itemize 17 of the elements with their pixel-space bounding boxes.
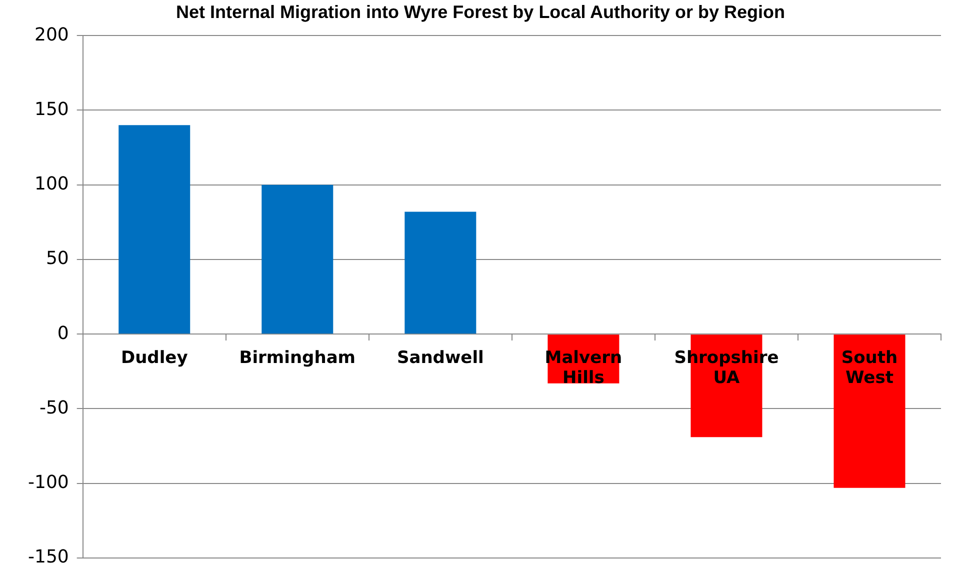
x-tick-label: Dudley [120, 348, 188, 368]
bar [834, 334, 906, 488]
y-tick-label: -50 [39, 397, 69, 418]
bar [262, 184, 334, 334]
y-tick-label: 200 [34, 24, 69, 46]
bar [118, 125, 190, 334]
bar [404, 212, 476, 334]
y-tick-label: -100 [28, 472, 69, 494]
y-tick-label: -150 [28, 546, 69, 568]
y-tick-label: 50 [46, 248, 69, 270]
y-tick-label: 100 [34, 174, 69, 195]
y-tick-label: 150 [34, 98, 69, 120]
chart-title: Net Internal Migration into Wyre Forest by Local Authority or by Region [176, 2, 786, 22]
x-tick-label: Birmingham [239, 348, 356, 368]
y-tick-label: 0 [57, 322, 69, 344]
x-tick-label: South West [841, 348, 898, 388]
x-tick-label: Sandwell [396, 348, 484, 368]
